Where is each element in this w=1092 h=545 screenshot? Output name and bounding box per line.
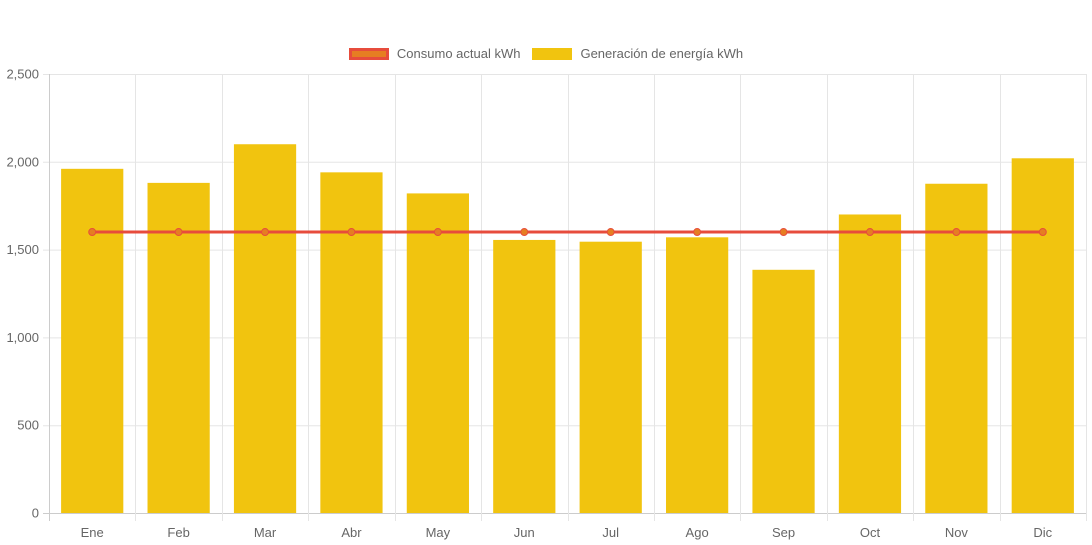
y-tick-label: 500 xyxy=(17,418,39,433)
point-consumo xyxy=(520,228,529,237)
chart-legend: Consumo actual kWh Generación de energía… xyxy=(0,46,1092,61)
x-tick-label: Jul xyxy=(602,525,619,540)
y-tick-label: 2,500 xyxy=(6,67,39,82)
point-consumo xyxy=(1038,228,1047,237)
legend-item-consumo[interactable]: Consumo actual kWh xyxy=(348,46,521,61)
x-tick-label: Nov xyxy=(945,525,969,540)
bar-generacion xyxy=(147,182,210,513)
bar-generacion xyxy=(61,168,124,513)
point-consumo xyxy=(779,228,788,237)
bar-generacion xyxy=(579,241,642,513)
bar-generacion xyxy=(925,183,988,513)
bar-generacion xyxy=(666,237,729,514)
bar-generacion xyxy=(493,239,556,513)
point-consumo xyxy=(433,228,442,237)
point-consumo xyxy=(606,228,615,237)
point-consumo xyxy=(261,228,270,237)
bar-generacion xyxy=(838,214,902,514)
bar-generacion xyxy=(1011,158,1074,513)
y-tick-label: 1,000 xyxy=(6,330,39,345)
point-consumo xyxy=(865,228,874,237)
point-consumo xyxy=(174,228,183,237)
x-tick-label: Ene xyxy=(81,525,104,540)
x-tick-label: Abr xyxy=(341,525,362,540)
bar-generacion xyxy=(320,172,383,513)
bar-generacion xyxy=(233,144,297,514)
x-tick-label: Dic xyxy=(1033,525,1052,540)
point-consumo xyxy=(88,228,97,237)
legend-label-consumo: Consumo actual kWh xyxy=(396,46,521,61)
x-tick-label: Mar xyxy=(254,525,277,540)
x-tick-label: Jun xyxy=(514,525,535,540)
legend-swatch-generacion xyxy=(532,47,573,60)
y-tick-label: 2,000 xyxy=(6,154,39,169)
legend-item-generacion[interactable]: Generación de energía kWh xyxy=(532,46,743,61)
bar-generacion xyxy=(752,269,815,513)
bar-generacion xyxy=(406,193,469,513)
legend-label-generacion: Generación de energía kWh xyxy=(580,46,744,61)
point-consumo xyxy=(952,228,961,237)
x-tick-label: Sep xyxy=(772,525,795,540)
point-consumo xyxy=(693,228,702,237)
point-consumo xyxy=(347,228,356,237)
x-tick-label: May xyxy=(426,525,451,540)
y-tick-label: 1,500 xyxy=(6,242,39,257)
y-tick-label: 0 xyxy=(32,506,39,521)
x-tick-label: Oct xyxy=(860,525,881,540)
x-tick-label: Ago xyxy=(686,525,709,540)
legend-swatch-consumo xyxy=(348,47,389,60)
x-tick-label: Feb xyxy=(167,525,189,540)
